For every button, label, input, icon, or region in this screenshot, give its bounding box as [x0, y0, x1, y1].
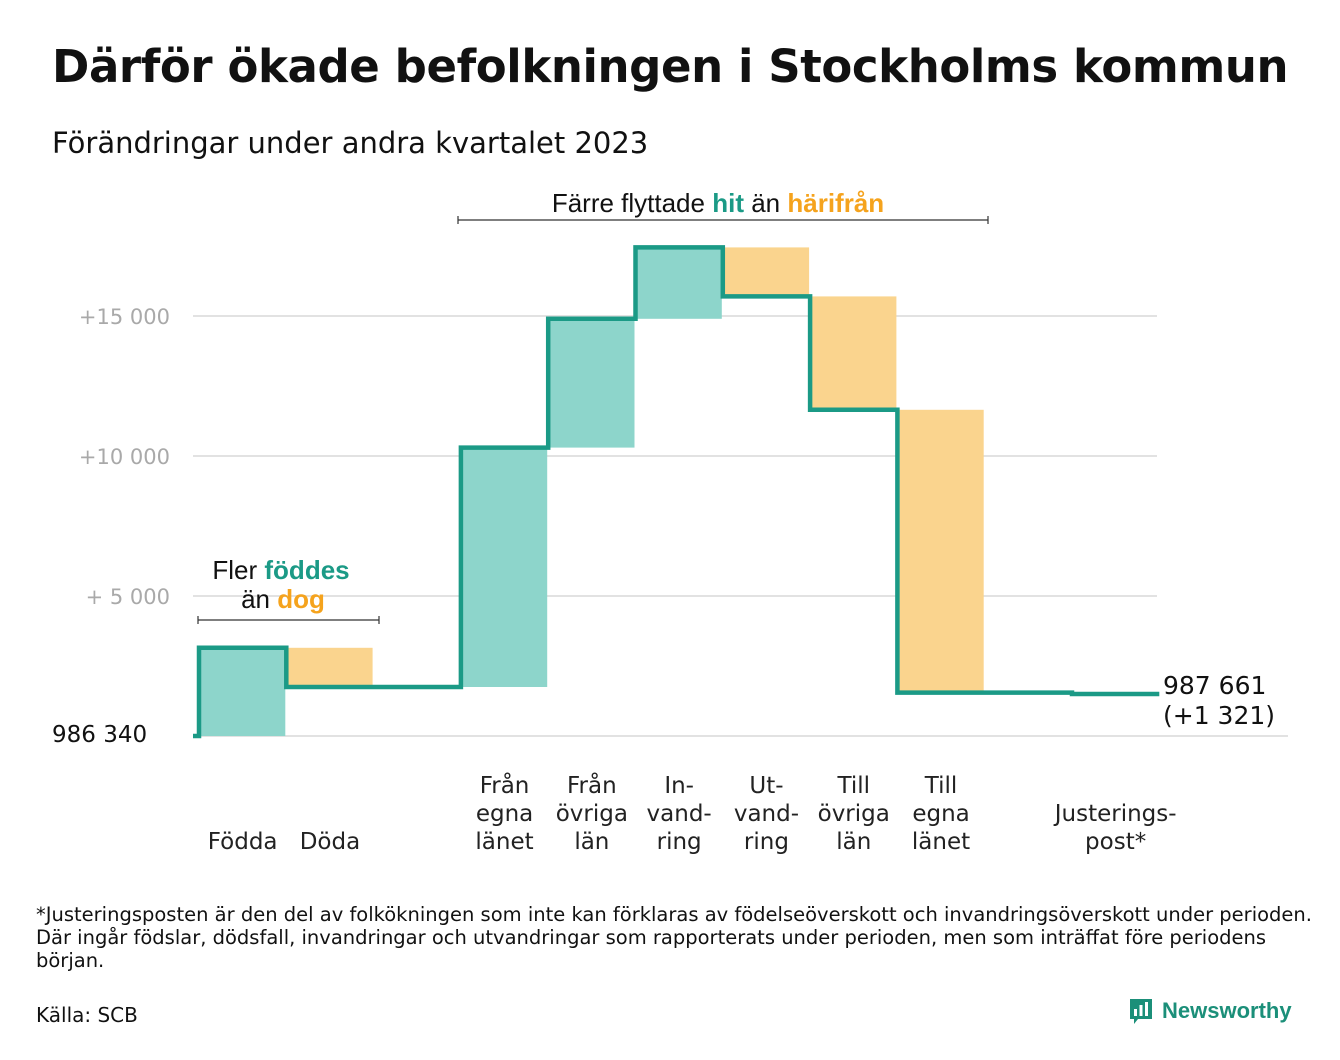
category-labels: Födda DödaFrånegnalänetFrånövrigalänIn-va…: [208, 771, 1177, 855]
category-label: egna: [912, 801, 969, 827]
annotation-bracket: [457, 216, 989, 224]
bar-increase: [200, 647, 286, 736]
category-label: post*: [1085, 829, 1146, 855]
bar-decrease: [811, 296, 897, 410]
category-label: Från: [480, 771, 530, 799]
bar-decrease: [723, 247, 810, 297]
footnote: *Justeringsposten är den del av folkökni…: [36, 903, 1312, 972]
category-label: Födda: [208, 829, 278, 855]
category-label: Till: [924, 773, 958, 799]
category-label: egna: [476, 801, 533, 827]
category-label: län: [836, 829, 871, 855]
category-label: övriga: [556, 801, 628, 827]
y-tick-label: + 5 000: [86, 585, 170, 609]
svg-text:än dog: än dog: [241, 584, 325, 614]
annotation-bracket: [197, 616, 380, 624]
annotation-text: än: [241, 584, 270, 614]
chart-title: Därför ökade befolkningen i Stockholms k…: [52, 40, 1289, 93]
end-value-label: 987 661 (+1 321): [1163, 671, 1275, 730]
category-label: ring: [657, 829, 702, 855]
bar-decrease: [287, 647, 373, 687]
y-axis-ticks: + 5 000 +10 000 +15 000: [79, 305, 170, 609]
category-label: Från: [567, 771, 617, 799]
brand-logo: Newsworthy: [1128, 997, 1292, 1025]
svg-text:Fler föddes: Fler föddes: [212, 555, 349, 585]
category-label: ring: [744, 829, 789, 855]
newsworthy-logo-icon: [1130, 999, 1152, 1024]
annotation-highlight-died: dog: [277, 584, 325, 614]
annotation-highlight-born: föddes: [264, 555, 349, 585]
category-label: Till: [836, 773, 870, 799]
bars: [200, 247, 1159, 736]
annotation-highlight-away: härifrån: [787, 188, 884, 218]
end-value: 987 661: [1163, 671, 1266, 700]
annotation-text: än: [751, 188, 780, 218]
annotation-text: Färre flyttade: [552, 188, 705, 218]
annotation-highlight-here: hit: [712, 188, 744, 218]
category-label: Döda: [300, 829, 360, 855]
source: Källa: SCB: [36, 1003, 138, 1027]
category-label: Ut-: [749, 773, 783, 799]
category-label: vand-: [734, 801, 799, 827]
end-change: (+1 321): [1163, 701, 1275, 730]
svg-text:Färre flyttade hit: Färre flyttade hit än härifrån: [552, 188, 884, 218]
category-label: vand-: [647, 801, 712, 827]
bar-increase: [549, 318, 635, 448]
category-label: Justerings-: [1053, 801, 1177, 827]
start-value-label: 986 340: [52, 722, 147, 748]
category-label: In-: [664, 773, 694, 799]
category-label: län: [574, 829, 609, 855]
waterfall-chart: + 5 000+10 000+15 000 Födda DödaFrånegnal…: [52, 188, 1288, 855]
chart-subtitle: Förändringar under andra kvartalet 2023: [52, 126, 649, 160]
annotation-text: Fler: [212, 555, 257, 585]
bar-increase: [636, 247, 722, 319]
y-tick-label: +10 000: [79, 445, 170, 469]
annotation-births-deaths: Fler föddes än dog: [197, 555, 380, 624]
category-label: länet: [475, 829, 533, 855]
cumulative-step-line: [193, 245, 1160, 739]
category-label: länet: [912, 829, 970, 855]
annotation-moves: Färre flyttade hit än härifrån: [457, 188, 989, 224]
category-label: övriga: [818, 801, 890, 827]
bar-decrease: [898, 409, 984, 693]
brand-name: Newsworthy: [1162, 998, 1292, 1023]
y-tick-label: +15 000: [79, 305, 170, 329]
bar-increase: [461, 447, 548, 687]
